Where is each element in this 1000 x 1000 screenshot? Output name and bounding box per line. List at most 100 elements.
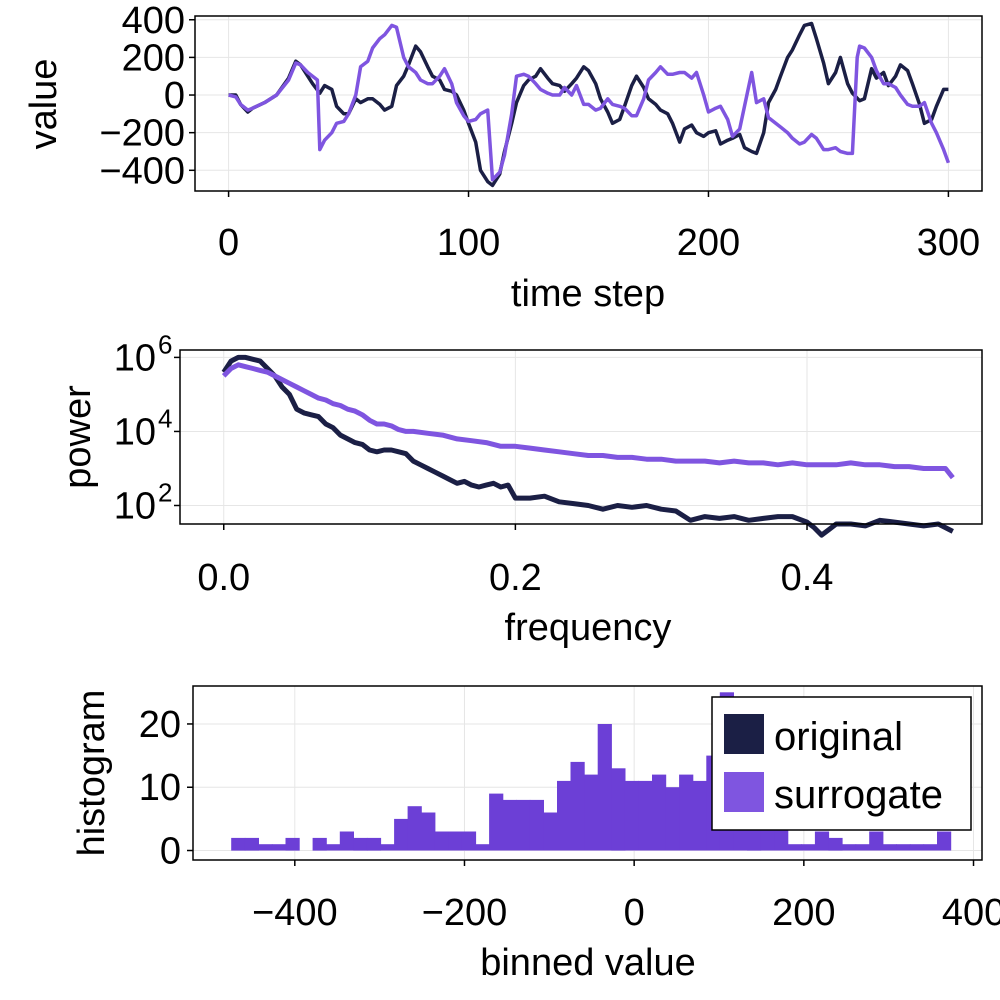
- x-tick-label: −200: [422, 892, 508, 934]
- histogram-bar: [597, 724, 612, 851]
- histogram-bar: [461, 831, 477, 851]
- histogram-bar: [814, 831, 830, 851]
- histogram-bar: [407, 806, 422, 851]
- x-tick-label: 200: [677, 222, 740, 264]
- histogram-x-ticks: −400 −200 0 200 400: [252, 860, 1000, 934]
- histogram-bar: [231, 837, 246, 851]
- histogram-bar: [665, 787, 680, 851]
- series-line-original: [228, 21, 949, 188]
- histogram-bar: [787, 844, 802, 851]
- histogram-bar: [502, 799, 517, 851]
- histogram-bar: [353, 837, 368, 851]
- histogram-bar: [366, 837, 382, 851]
- histogram-bar: [828, 837, 843, 851]
- x-tick-label: 400: [942, 892, 1000, 934]
- power-spectrum-x-ticks: 0.0 0.2 0.4: [197, 524, 833, 599]
- y-tick-label: 0: [164, 75, 185, 117]
- y-tick-label: 0: [160, 831, 181, 873]
- histogram-bar: [869, 831, 884, 851]
- x-tick-label: 100: [437, 222, 500, 264]
- histogram-bar: [557, 780, 572, 851]
- histogram-frame: [192, 685, 983, 861]
- histogram-panel: −400 −200 0 200 400 0 10 20 binned value histo…: [71, 685, 1000, 984]
- histogram-bar: [570, 761, 585, 851]
- histogram-bar: [801, 844, 816, 851]
- power-spectrum-y-label: power: [57, 385, 99, 489]
- x-tick-label: 0: [624, 892, 645, 934]
- histogram-bar: [611, 768, 626, 851]
- y-tick-label: 200: [122, 37, 185, 79]
- histogram-bar: [584, 774, 599, 851]
- histogram-bar: [692, 780, 707, 851]
- histogram-bar: [937, 831, 952, 851]
- histogram-bar: [896, 844, 911, 851]
- histogram-bar: [394, 818, 409, 851]
- y-tick-exponent: 4: [158, 403, 172, 433]
- power-spectrum-lines: [221, 354, 955, 538]
- histogram-bar: [624, 780, 639, 851]
- series-line-surrogate: [228, 23, 951, 182]
- legend-swatch-original: [724, 714, 764, 754]
- y-tick-label: 10: [114, 337, 156, 379]
- histogram-bar: [475, 844, 490, 851]
- y-tick-label: −200: [99, 113, 185, 155]
- y-tick-label: 10: [114, 485, 156, 527]
- histogram-bar: [909, 844, 925, 851]
- histogram-bar: [855, 844, 870, 851]
- histogram-bar: [244, 837, 259, 851]
- histogram-bar: [434, 831, 449, 851]
- histogram-y-label: histogram: [71, 690, 113, 857]
- time-series-grid: [195, 16, 982, 191]
- histogram-bar: [882, 844, 897, 851]
- legend-label-original: original: [774, 715, 903, 759]
- histogram-bar: [258, 844, 273, 851]
- x-tick-label: 0.4: [781, 557, 834, 599]
- histogram-bar: [679, 774, 694, 851]
- histogram-bar: [312, 837, 327, 851]
- y-tick-label: −400: [99, 150, 185, 192]
- y-tick-exponent: 2: [158, 477, 172, 507]
- power-spectrum-x-label: frequency: [505, 607, 672, 649]
- histogram-bar: [489, 793, 504, 851]
- time-series-frame: [194, 15, 983, 192]
- time-series-x-label: time step: [511, 273, 665, 315]
- y-tick-label: 10: [139, 767, 181, 809]
- histogram-bar: [638, 780, 653, 851]
- y-tick-label: 20: [139, 704, 181, 746]
- series-line-surrogate: [221, 362, 955, 480]
- y-tick-exponent: 6: [158, 329, 172, 359]
- histogram-bar: [271, 844, 287, 851]
- x-tick-label: 200: [772, 892, 835, 934]
- time-series-x-ticks: 0 100 200 300: [218, 191, 980, 264]
- histogram-bar: [842, 844, 857, 851]
- x-tick-label: 0.0: [197, 557, 250, 599]
- histogram-bar: [421, 812, 436, 851]
- histogram-bar: [448, 831, 463, 851]
- histogram-bar: [380, 844, 395, 851]
- power-spectrum-frame: [179, 349, 983, 525]
- histogram-bar: [652, 774, 667, 851]
- legend: original surrogate: [711, 696, 972, 831]
- time-series-lines: [228, 21, 951, 188]
- histogram-bar: [339, 831, 354, 851]
- histogram-bar: [326, 844, 341, 851]
- y-tick-label: 10: [114, 411, 156, 453]
- y-tick-label: 400: [122, 0, 185, 42]
- x-tick-label: 300: [917, 222, 980, 264]
- histogram-bar: [529, 799, 544, 851]
- histogram-bars: [231, 692, 952, 851]
- x-tick-label: 0: [218, 222, 239, 264]
- histogram-y-ticks: 0 10 20: [139, 704, 193, 873]
- legend-swatch-surrogate: [724, 772, 764, 812]
- histogram-bar: [923, 844, 938, 851]
- series-line-original: [221, 354, 954, 538]
- x-tick-label: −400: [252, 892, 338, 934]
- histogram-x-label: binned value: [480, 942, 696, 984]
- histogram-bar: [285, 837, 300, 851]
- time-series-y-label: value: [23, 59, 65, 150]
